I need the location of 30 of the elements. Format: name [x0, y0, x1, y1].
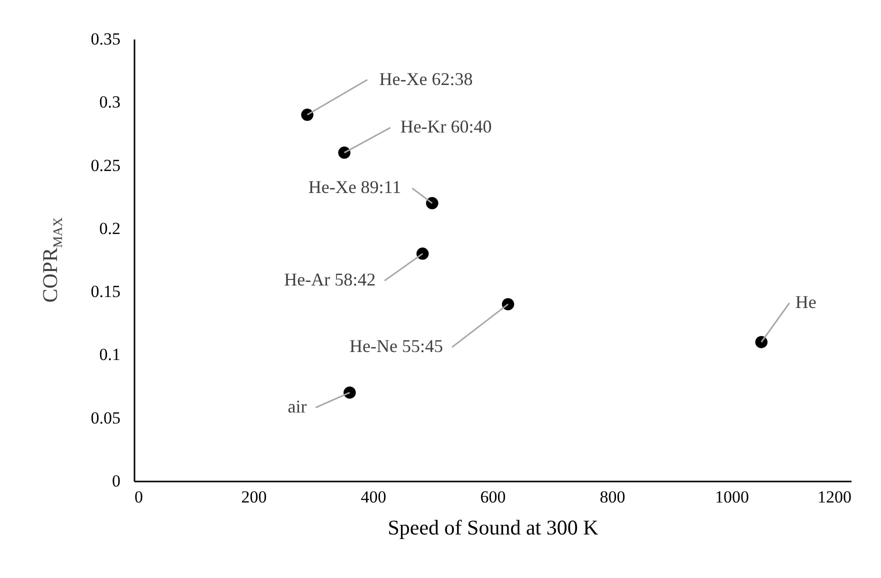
x-tick-label: 200: [241, 488, 267, 506]
x-tick-label: 800: [600, 488, 626, 506]
x-tick-label: 0: [134, 488, 143, 506]
annotation: He-Xe 62:38: [379, 68, 473, 89]
annotation: He-Xe 89:11: [308, 177, 402, 198]
x-tick-label: 400: [360, 488, 386, 506]
y-tick-label: 0.2: [99, 218, 120, 238]
point: [755, 336, 768, 348]
x-axis-title: Speed of Sound at 300 K: [388, 516, 598, 540]
x-tick-label: 600: [480, 488, 506, 506]
annotation: He: [795, 292, 816, 312]
point: [502, 298, 514, 310]
point: [338, 146, 350, 159]
y-tick-label: 0.25: [90, 156, 120, 175]
annotation: He-Ar 58:42: [284, 270, 376, 290]
annotation: He-Ne 55:45: [350, 336, 444, 356]
y-tick-label: 0.35: [90, 30, 120, 48]
point: [301, 108, 314, 121]
y-tick-label: 0.1: [99, 345, 120, 364]
y-tick-label: 0.15: [90, 282, 120, 302]
point: [426, 197, 438, 210]
annotation: He-Kr 60:40: [400, 116, 492, 137]
y-tick-label: 0: [112, 472, 120, 490]
point: [416, 248, 429, 260]
x-tick-label: 1200: [818, 488, 852, 506]
point: [344, 386, 356, 399]
x-tick-label: 1000: [715, 488, 749, 506]
y-tick-label: 0.05: [90, 408, 120, 428]
annotation: air: [288, 396, 307, 417]
y-tick-label: 0.3: [99, 92, 120, 112]
